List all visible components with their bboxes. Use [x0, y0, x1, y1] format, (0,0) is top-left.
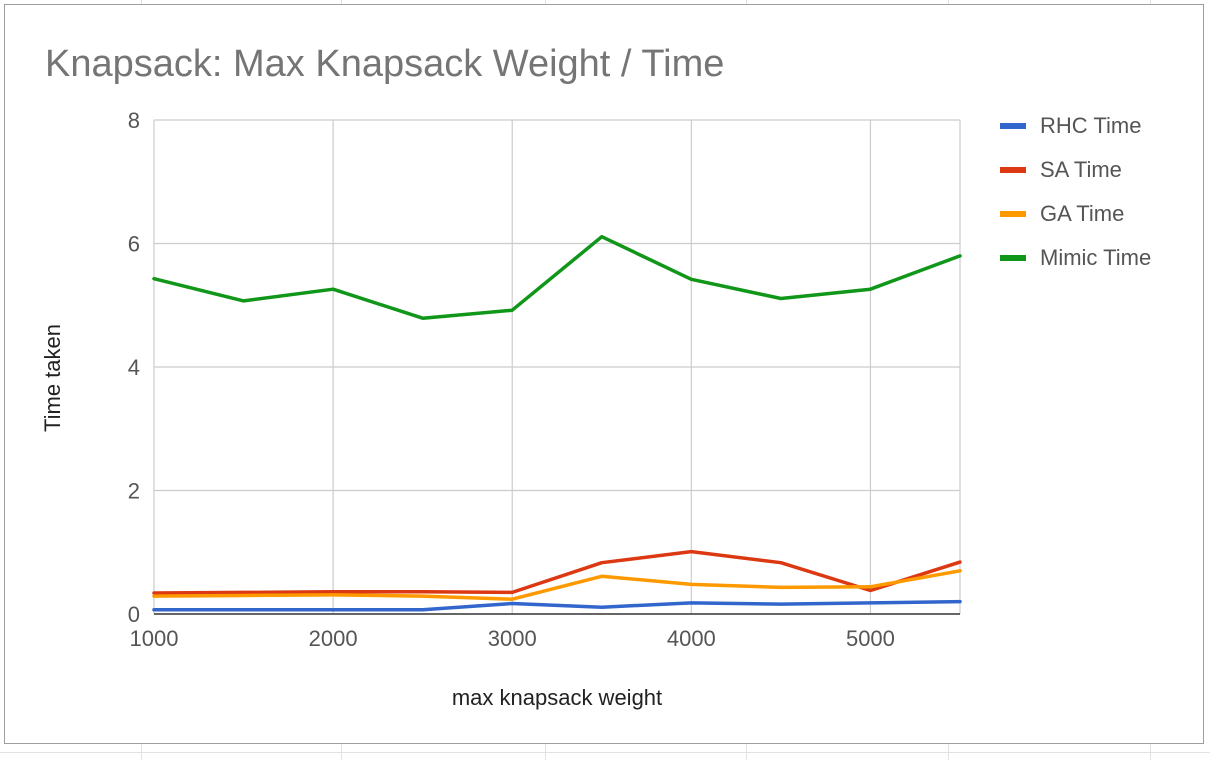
legend-label: SA Time: [1040, 157, 1122, 182]
legend-item[interactable]: GA Time: [1000, 192, 1151, 236]
axis-layer: 0 2 4 6 8 1000 2000 3000 4000 5000: [128, 108, 960, 651]
x-tick-label: 1000: [130, 626, 179, 651]
y-tick-label: 2: [128, 479, 140, 504]
chart-container[interactable]: Knapsack: Max Knapsack Weight / Time: [4, 4, 1204, 744]
legend-item[interactable]: SA Time: [1000, 148, 1151, 192]
y-tick-label: 8: [128, 108, 140, 133]
legend-swatch: [1000, 255, 1026, 261]
series-line-ga-time[interactable]: [152, 569, 962, 601]
legend-swatch: [1000, 167, 1026, 173]
x-tick-label: 4000: [667, 626, 716, 651]
y-tick-label: 0: [128, 602, 140, 627]
x-tick-label: 5000: [846, 626, 895, 651]
legend-item[interactable]: Mimic Time: [1000, 236, 1151, 280]
legend-label: Mimic Time: [1040, 245, 1152, 270]
y-tick-label: 4: [128, 355, 140, 380]
legend-label: RHC Time: [1040, 113, 1142, 138]
legend-item[interactable]: RHC Time: [1000, 104, 1151, 148]
series-line-mimic-time[interactable]: [152, 234, 962, 320]
y-axis-title: Time taken: [40, 324, 65, 432]
series-layer: [152, 234, 962, 612]
legend-swatch: [1000, 211, 1026, 217]
chart-title: Knapsack: Max Knapsack Weight / Time: [45, 43, 725, 85]
series-line-sa-time[interactable]: [152, 549, 962, 595]
x-axis-title: max knapsack weight: [452, 685, 662, 710]
x-tick-label: 2000: [309, 626, 358, 651]
y-tick-label: 6: [128, 232, 140, 257]
sheet-gridline: [0, 752, 1210, 753]
series-line-rhc-time[interactable]: [152, 599, 962, 612]
chart-legend: RHC Time SA Time GA Time Mimic Time: [1000, 104, 1151, 280]
legend-label: GA Time: [1040, 201, 1125, 226]
legend-swatch: [1000, 123, 1026, 129]
x-tick-label: 3000: [488, 626, 537, 651]
grid-layer: [153, 119, 961, 614]
